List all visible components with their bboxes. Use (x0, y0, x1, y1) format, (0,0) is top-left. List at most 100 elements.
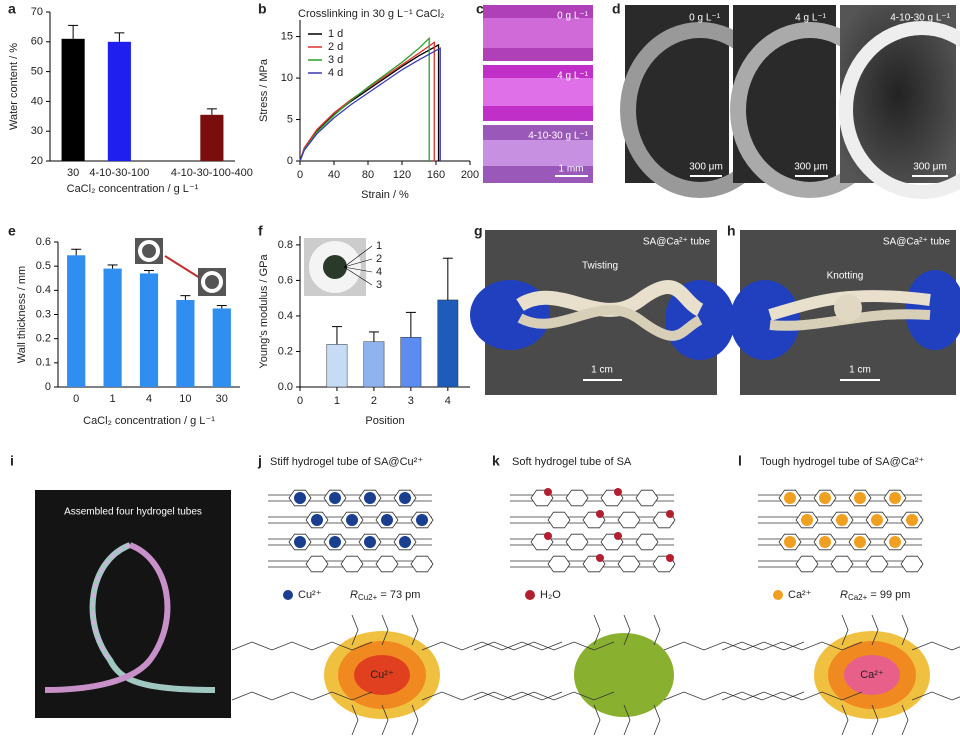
x-tick-label: 0 (73, 393, 79, 405)
inset-core (323, 255, 347, 279)
x-tick-label: 2 (371, 395, 377, 407)
y-tick-label: 0.3 (36, 308, 51, 320)
hexagon (795, 555, 819, 573)
ion (346, 514, 358, 526)
panel-label: g (474, 223, 483, 239)
error-bar (180, 295, 191, 300)
scale-bar-label: 1 mm (559, 164, 584, 175)
sugar-chain (663, 641, 805, 651)
x-tick-label: 0 (297, 169, 303, 181)
y-tick-label: 0.8 (278, 239, 293, 251)
radius-symbol: R (840, 589, 848, 601)
leader (343, 266, 373, 286)
y-tick-label: 30 (31, 125, 43, 137)
ion (819, 492, 831, 504)
photo-label: Knotting (827, 271, 864, 282)
legend-label: 1 d (328, 28, 343, 40)
sugar-chain (593, 704, 601, 736)
photo-label: 0 g L⁻¹ (689, 13, 721, 24)
sugar-chain (623, 704, 631, 736)
hexagon (547, 511, 571, 529)
leader (343, 245, 373, 268)
sugar-chain (411, 614, 419, 646)
sugar-chain (473, 641, 615, 651)
panel-label: j (257, 453, 262, 469)
panel-label: i (10, 453, 14, 469)
photo-label: SA@Ca²⁺ tube (643, 237, 711, 248)
bar (103, 268, 122, 387)
panel-label: e (8, 223, 16, 239)
scheme-title: Stiff hydrogel tube of SA@Cu²⁺ (270, 456, 423, 468)
arrow (164, 255, 201, 279)
bar (139, 273, 159, 387)
sugar-chain (593, 614, 601, 646)
photo-g: SA@Ca²⁺ tube Twisting 1 cm (470, 230, 735, 395)
bar (326, 344, 348, 388)
sugar-chain (351, 704, 359, 736)
y-tick-label: 0.6 (278, 274, 293, 286)
hexagon (340, 555, 364, 573)
hexagon (305, 555, 329, 573)
ion (889, 492, 901, 504)
y-tick-label: 0 (45, 381, 51, 393)
panel-label: b (258, 1, 267, 17)
x-tick-label: 4-10-30-100 (89, 167, 149, 179)
hexagon (617, 555, 641, 573)
x-tick-label: 40 (328, 169, 340, 181)
bar (400, 337, 422, 388)
photo-c: 0 g L⁻¹ 4 g L⁻¹ 4-10-30 g L⁻¹ 1 mm (483, 5, 593, 183)
hexagon (830, 555, 854, 573)
legend-label: H₂O (540, 589, 561, 601)
y-tick-label: 50 (31, 66, 43, 78)
radius-value: = 73 pm (377, 589, 420, 601)
hexagon (547, 555, 571, 573)
hexagon (635, 533, 659, 551)
ion (294, 536, 306, 548)
bar (363, 341, 385, 388)
inset-label: 3 (376, 279, 382, 291)
ion (889, 536, 901, 548)
line (299, 41, 435, 162)
legend-label: 2 d (328, 41, 343, 53)
legend-label: 4 d (328, 67, 343, 79)
y-tick-label: 40 (31, 95, 43, 107)
x-tick-label: 1 (110, 393, 116, 405)
inset-ring (201, 271, 223, 293)
sugar-chain (911, 691, 960, 701)
sugar-chain (653, 614, 661, 646)
ionic-radius: RCu2+ = 73 pm (350, 589, 420, 602)
y-axis-label: Stress / MPa (258, 58, 270, 122)
ion (399, 492, 411, 504)
sugar-chain (231, 641, 373, 651)
photo-label: 0 g L⁻¹ (557, 11, 589, 22)
legend-label: Ca²⁺ (788, 589, 812, 601)
chart-title: Crosslinking in 30 g L⁻¹ CaCl₂ (298, 8, 444, 20)
field-inner (354, 655, 410, 695)
error-bar (144, 270, 154, 274)
x-tick-label: 120 (393, 169, 411, 181)
ion (666, 554, 674, 562)
bar (107, 41, 131, 161)
sugar-chain (721, 691, 863, 701)
x-axis-label: CaCl₂ concentration / g L⁻¹ (67, 183, 199, 195)
bar (67, 255, 86, 387)
ion-label: Cu²⁺ (370, 669, 394, 681)
x-axis-label: CaCl₂ concentration / g L⁻¹ (83, 415, 215, 427)
ion (399, 536, 411, 548)
panel-label: a (8, 1, 16, 17)
ion-label: Ca²⁺ (860, 669, 884, 681)
sugar-chain (901, 704, 909, 736)
legend-label: 3 d (328, 54, 343, 66)
panel-label: k (492, 453, 500, 469)
hexagon (565, 533, 589, 551)
x-tick-label: 3 (408, 395, 414, 407)
sugar-chain (653, 704, 661, 736)
y-tick-label: 0.4 (36, 284, 51, 296)
y-tick-label: 60 (31, 36, 43, 48)
hexagon (865, 555, 889, 573)
sugar-chain (411, 704, 419, 736)
ion (784, 536, 796, 548)
sugar-chain (421, 641, 563, 651)
y-tick-label: 0.2 (36, 333, 51, 345)
